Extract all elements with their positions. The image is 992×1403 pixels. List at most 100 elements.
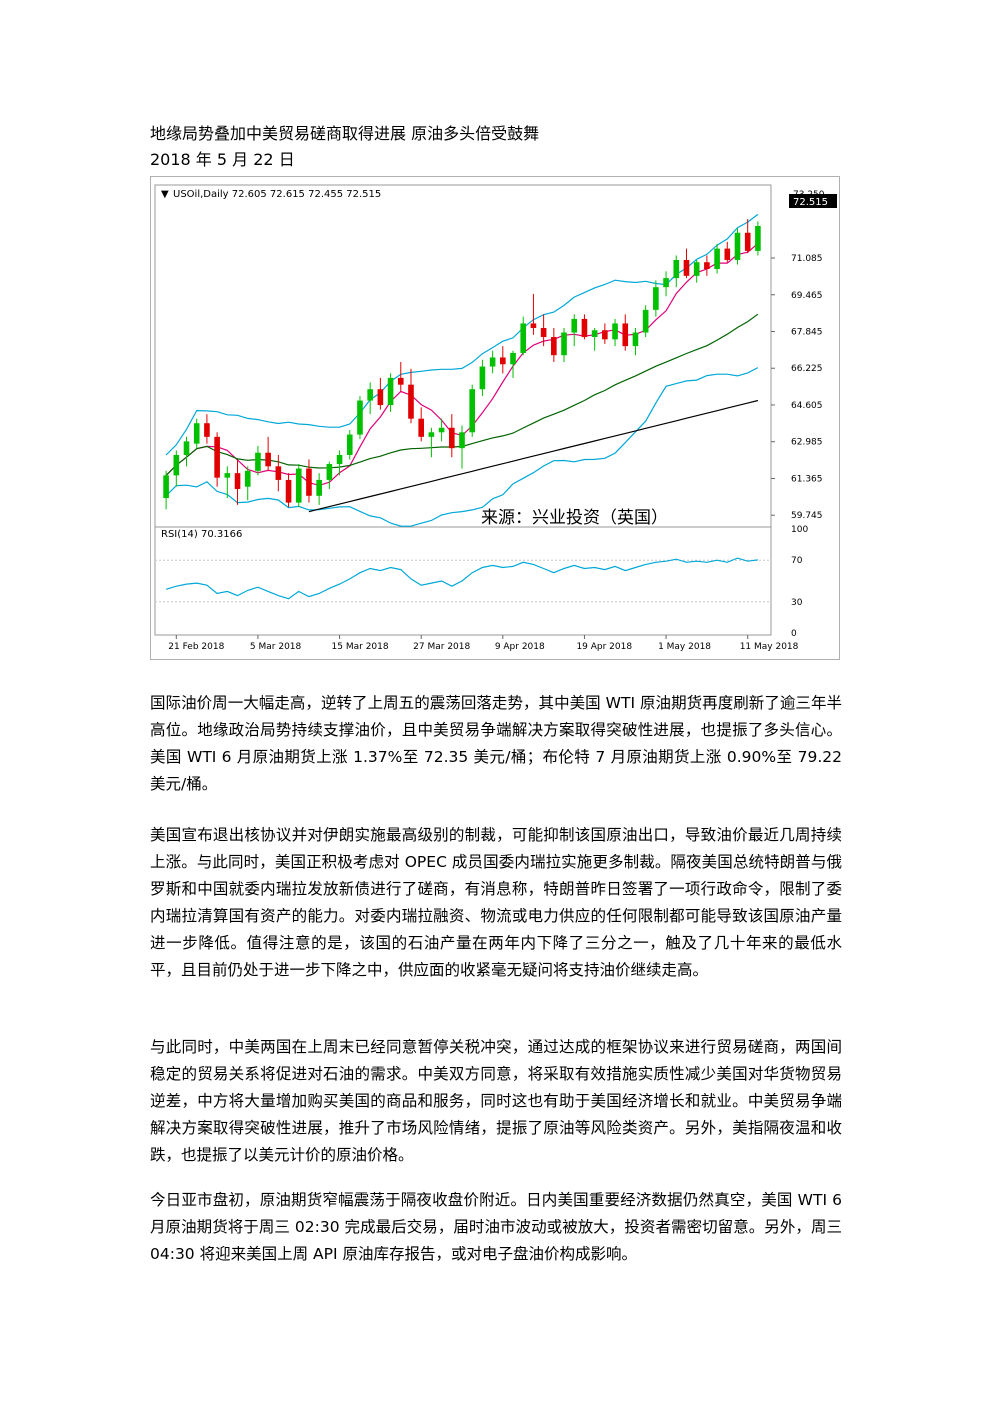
candle-body — [469, 389, 476, 433]
candle-body — [602, 330, 608, 340]
candle-body — [653, 287, 659, 310]
rsi-tick-label: 30 — [791, 598, 803, 608]
candle-body — [673, 259, 680, 279]
candlesticks — [163, 219, 761, 510]
bollinger-upper-line — [165, 213, 759, 456]
candle-body — [336, 454, 343, 465]
candle-body — [642, 309, 649, 333]
candle-body — [571, 318, 578, 333]
y-tick-label: 69.465 — [791, 291, 823, 301]
candle-body — [173, 454, 180, 476]
candle-body — [693, 262, 700, 276]
candle-body — [612, 323, 618, 340]
paragraph-1: 国际油价周一大幅走高，逆转了上周五的震荡回落走势，其中美国 WTI 原油期货再度… — [150, 694, 842, 793]
candle-body — [428, 432, 435, 437]
paragraph-3: 与此同时，中美两国在上周末已经同意暂停关税冲突，通过达成的框架协议来进行贸易磋商… — [150, 1038, 842, 1164]
rsi-tick-label: 0 — [791, 629, 797, 639]
candle-body — [418, 418, 424, 437]
candle-body — [683, 259, 690, 276]
x-tick-label: 27 Mar 2018 — [413, 642, 470, 652]
candle-body — [183, 441, 190, 455]
candle-body — [551, 337, 557, 356]
candle-body — [224, 473, 231, 478]
paragraph-4: 今日亚市盘初，原油期货窄幅震荡于隔夜收盘价附近。日内美国重要经济数据仍然真空，美… — [150, 1191, 842, 1263]
candle-body — [397, 377, 404, 385]
candle-body — [377, 389, 384, 406]
x-tick-label: 19 Apr 2018 — [576, 642, 632, 652]
candle-body — [591, 330, 598, 338]
last-price-badge — [789, 194, 837, 208]
rsi-tick-label: 70 — [791, 556, 803, 566]
x-tick-label: 1 May 2018 — [658, 642, 711, 652]
y-tick-label: 67.845 — [791, 328, 823, 338]
rsi-indicator: 100 70 30 0 — [155, 525, 808, 639]
y-tick-label: 62.985 — [791, 438, 823, 448]
candle-body — [346, 434, 353, 455]
y-tick-label: 61.365 — [791, 474, 823, 484]
y-tick-label: 59.745 — [791, 511, 823, 521]
candle-body — [704, 262, 710, 270]
candle-body — [714, 248, 720, 270]
candle-body — [285, 479, 292, 503]
rsi-line — [165, 557, 758, 600]
x-tick-label: 9 Apr 2018 — [495, 642, 545, 652]
candle-body — [530, 323, 537, 328]
x-tick-label: 15 Mar 2018 — [332, 642, 389, 652]
candle-body — [622, 323, 629, 347]
chart-header: USOil,Daily 72.605 72.615 72.455 72.515 — [173, 189, 381, 200]
candle-body — [632, 332, 639, 347]
chart-svg: 71.085 69.465 67.845 66.225 64.605 62.985 61.3… — [154, 184, 837, 652]
candle-body — [755, 225, 761, 251]
candle-body — [479, 366, 486, 390]
chart-header-arrow-icon: ▼ — [161, 189, 169, 200]
candle-body — [408, 384, 414, 419]
rsi-plot-frame — [154, 526, 772, 636]
article-date: 2018 年 5 月 22 日 — [150, 150, 295, 169]
candle-body — [275, 466, 282, 480]
candle-body — [459, 432, 465, 449]
candle-body — [724, 248, 731, 260]
candle-body — [561, 332, 567, 356]
candle-body — [581, 318, 588, 338]
candle-body — [357, 400, 363, 435]
candle-body — [306, 468, 312, 496]
candle-body — [438, 427, 445, 433]
price-chart: 71.085 69.465 67.845 66.225 64.605 62.985 61.3… — [150, 176, 840, 660]
bollinger-bands — [165, 213, 759, 527]
y-axis-ticks: 71.085 69.465 67.845 66.225 64.605 62.985 61.3… — [771, 254, 823, 521]
candle-body — [734, 232, 741, 260]
candle-body — [214, 436, 220, 478]
candle-body — [489, 357, 496, 367]
candle-body — [163, 475, 169, 499]
candle-body — [744, 232, 751, 251]
candle-body — [520, 323, 527, 353]
rsi-label: RSI(14) 70.3166 — [161, 529, 242, 540]
rsi-tick-label: 100 — [791, 525, 808, 535]
candle-body — [387, 377, 394, 406]
candle-body — [367, 389, 373, 401]
candle-body — [204, 423, 210, 437]
article-title: 地缘局势叠加中美贸易磋商取得进展 原油多头倍受鼓舞 — [150, 124, 540, 143]
y-tick-label: 71.085 — [791, 254, 823, 264]
candle-body — [510, 352, 516, 365]
bollinger-lower-line — [165, 367, 759, 527]
y-tick-label: 66.225 — [791, 364, 823, 374]
candle-body — [663, 278, 669, 288]
x-tick-label: 5 Mar 2018 — [250, 642, 302, 652]
y-tick-label: 64.605 — [791, 401, 823, 411]
ma-long-line — [308, 399, 759, 513]
candle-body — [448, 427, 455, 449]
candle-body — [295, 468, 302, 503]
candle-body — [265, 452, 271, 467]
candle-body — [540, 327, 547, 338]
candle-body — [500, 357, 506, 365]
paragraph-2: 美国宣布退出核协议并对伊朗实施最高级别的制裁，可能抑制该国原油出口，导致油价最近… — [150, 826, 842, 979]
last-price-label: 72.515 — [793, 197, 828, 208]
candle-body — [326, 464, 333, 480]
candle-body — [234, 473, 241, 489]
candle-body — [316, 479, 322, 496]
x-axis-ticks: 21 Feb 2018 5 Mar 2018 15 Mar 2018 27 Mar 2… — [168, 635, 799, 652]
candle-body — [255, 452, 261, 471]
candle-body — [244, 470, 251, 487]
x-tick-label: 11 May 2018 — [740, 642, 799, 652]
